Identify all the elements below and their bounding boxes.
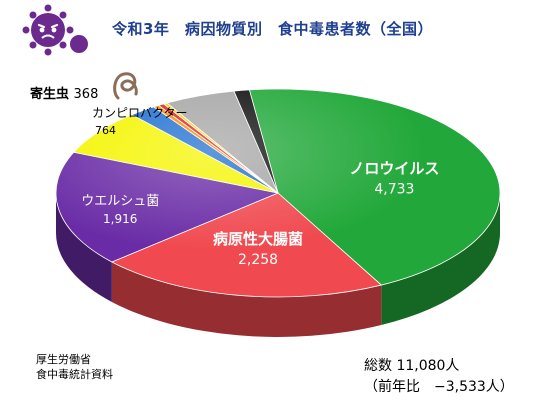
year-over-year-change: （前年比 −3,533人）	[364, 379, 514, 395]
slice-value-label: 4,733	[374, 182, 414, 198]
callout-label: 寄生虫 368	[30, 86, 98, 102]
slice-value-label: 1,916	[103, 212, 137, 226]
slice-labels: ノロウイルス 4,733 病原性大腸菌 2,258 ウエルシュ菌 1,916 カンピロバクタ…	[30, 86, 439, 268]
source-note: 厚生労働省 食中毒統計資料	[36, 352, 113, 382]
chart-title: 令和3年 病因物質別 食中毒患者数（全国）	[112, 20, 433, 38]
parasite-worm-icon	[113, 72, 138, 100]
slice-label: ウエルシュ菌	[81, 194, 159, 209]
total-summary: 総数 11,080人 （前年比 −3,533人）	[364, 356, 514, 398]
slice-value-label: 2,258	[238, 252, 278, 268]
slice-label: カンピロバクター	[92, 106, 188, 120]
slice-label: ノロウイルス	[349, 160, 439, 178]
slice-label: 病原性大腸菌	[213, 230, 303, 248]
source-line: 厚生労働省	[36, 353, 91, 366]
source-line: 食中毒統計資料	[36, 368, 113, 381]
slice-side-1	[111, 261, 382, 337]
virus-icon	[22, 4, 88, 56]
slice-value-label: 764	[95, 124, 116, 137]
total-count: 総数 11,080人	[364, 358, 460, 374]
